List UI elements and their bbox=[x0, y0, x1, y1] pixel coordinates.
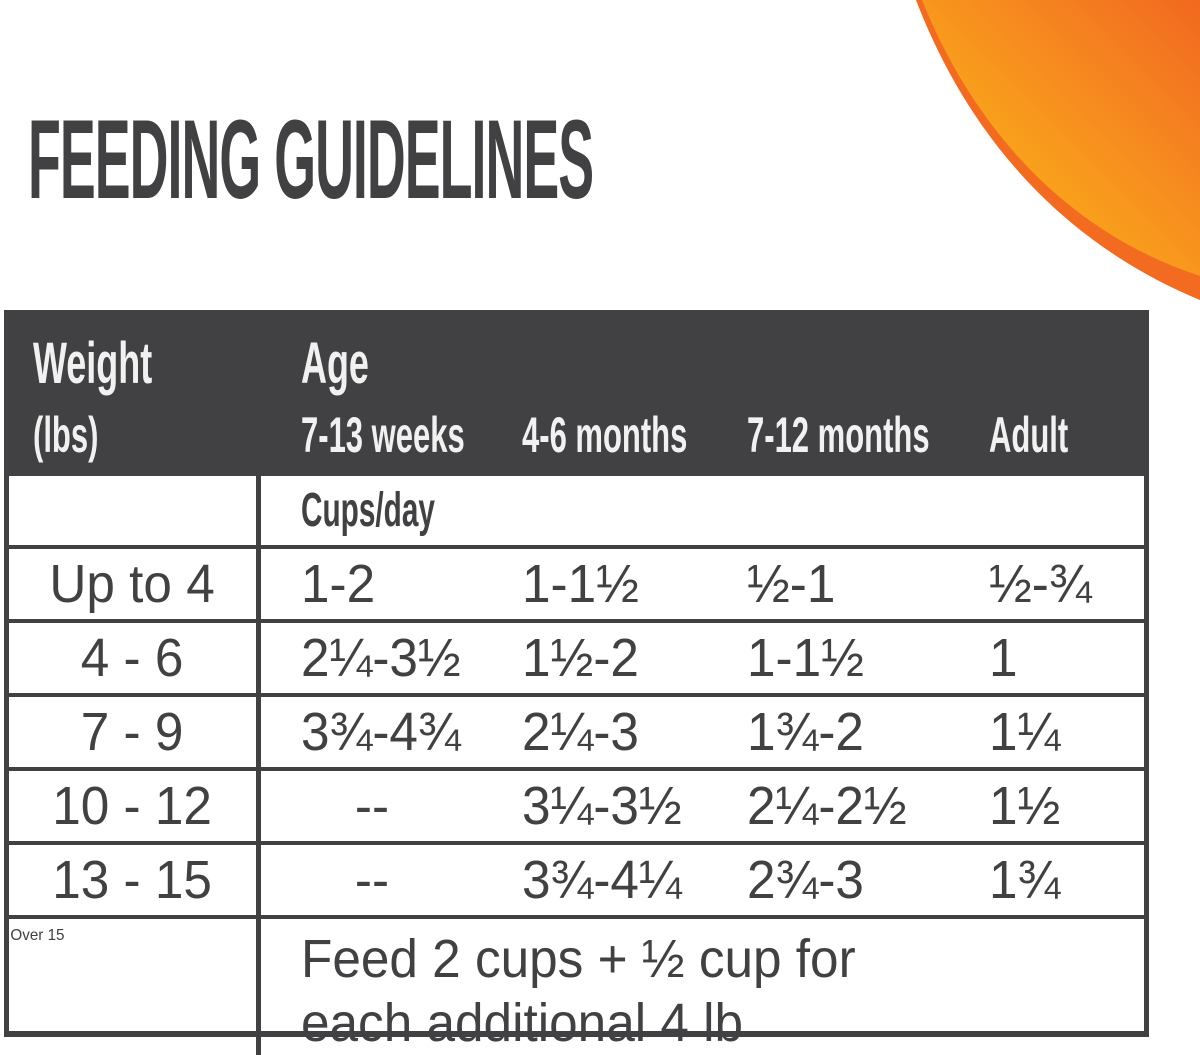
age-col-label: 4-6 months bbox=[522, 407, 688, 463]
table-row-over-15: Over 15 Feed 2 cups + ½ cup for each add… bbox=[9, 915, 1144, 1055]
weight-cell: 7 - 9 bbox=[9, 697, 261, 767]
cups-value: 3¾-4¼ bbox=[522, 850, 682, 910]
value-cell: 1½ bbox=[949, 771, 1144, 841]
table-row: 10 - 12 -- 3¼-3½ 2¼-2½ 1½ bbox=[9, 767, 1144, 841]
weight-cell: Up to 4 bbox=[9, 549, 261, 619]
weight-value: Up to 4 bbox=[49, 554, 216, 614]
age-header-cell: Age bbox=[261, 335, 482, 393]
value-cell: 3¼-3½ bbox=[482, 771, 707, 841]
cups-value: 1-1½ bbox=[747, 628, 864, 688]
feeding-note-line: each additional 4 lb bbox=[301, 993, 744, 1053]
table-row: 13 - 15 -- 3¾-4¼ 2¾-3 1¾ bbox=[9, 841, 1144, 915]
table-header: Weight Age (lbs) 7-13 weeks 4-6 months 7… bbox=[9, 310, 1144, 476]
page-title-text: FEEDING GUIDELINES bbox=[28, 97, 594, 222]
value-cell: 1¾-2 bbox=[707, 697, 949, 767]
age-header-label: Age bbox=[301, 331, 369, 396]
feeding-table: Weight Age (lbs) 7-13 weeks 4-6 months 7… bbox=[4, 310, 1149, 1055]
value-cell: 3¾-4¼ bbox=[482, 845, 707, 915]
cups-value: 3¼-3½ bbox=[522, 776, 682, 836]
value-cell: 2¾-3 bbox=[707, 845, 949, 915]
cups-value: 1¾ bbox=[989, 850, 1061, 910]
page-title: FEEDING GUIDELINES bbox=[28, 104, 1200, 216]
cups-value: 1¾-2 bbox=[747, 702, 864, 762]
value-cell: 1¼ bbox=[949, 697, 1144, 767]
weight-header-cell: Weight bbox=[9, 335, 261, 393]
feeding-note-cell: Feed 2 cups + ½ cup for each additional … bbox=[261, 919, 1144, 1055]
age-col-header-1: 4-6 months bbox=[482, 410, 707, 460]
table-row: 4 - 6 2¼-3½ 1½-2 1-1½ 1 bbox=[9, 619, 1144, 693]
age-col-label: 7-13 weeks bbox=[301, 407, 465, 463]
cups-value: 1-2 bbox=[301, 554, 376, 614]
value-cell: 1 bbox=[949, 623, 1144, 693]
cups-value: ½-¾ bbox=[989, 554, 1092, 614]
value-cell: ½-¾ bbox=[949, 549, 1144, 619]
cups-value: 1½ bbox=[989, 776, 1061, 836]
table-row: 7 - 9 3¾-4¾ 2¼-3 1¾-2 1¼ bbox=[9, 693, 1144, 767]
value-cell: -- bbox=[261, 845, 482, 915]
value-cell: 3¾-4¾ bbox=[261, 697, 482, 767]
age-col-header-0: 7-13 weeks bbox=[261, 410, 482, 460]
value-cell: 1-1½ bbox=[707, 623, 949, 693]
cups-value: -- bbox=[354, 850, 389, 910]
age-col-label: 7-12 months bbox=[747, 407, 930, 463]
value-cell: 1-1½ bbox=[482, 549, 707, 619]
value-cell: 1½-2 bbox=[482, 623, 707, 693]
units-row: Cups/day bbox=[9, 476, 1144, 545]
weight-cell: 13 - 15 bbox=[9, 845, 261, 915]
cups-value: 3¾-4¾ bbox=[301, 702, 461, 762]
cups-value: 2¾-3 bbox=[747, 850, 864, 910]
cups-value: -- bbox=[354, 776, 389, 836]
weight-value: 10 - 12 bbox=[52, 776, 213, 836]
value-cell: ½-1 bbox=[707, 549, 949, 619]
table-row: Up to 4 1-2 1-1½ ½-1 ½-¾ bbox=[9, 545, 1144, 619]
weight-cell: 10 - 12 bbox=[9, 771, 261, 841]
weight-value: 4 - 6 bbox=[81, 628, 184, 688]
swoosh-body bbox=[922, 0, 1200, 276]
corner-swoosh-icon bbox=[916, 0, 1200, 300]
value-cell: -- bbox=[261, 771, 482, 841]
cups-value: 1 bbox=[989, 628, 1018, 688]
feeding-note-line: Feed 2 cups + ½ cup for bbox=[301, 929, 856, 989]
weight-value: Over 15 bbox=[10, 927, 65, 944]
weight-cell: 4 - 6 bbox=[9, 623, 261, 693]
weight-header-label: Weight bbox=[33, 331, 153, 396]
weight-unit-label: (lbs) bbox=[33, 407, 99, 463]
cups-value: 2¼-2½ bbox=[747, 776, 907, 836]
cups-value: ½-1 bbox=[747, 554, 836, 614]
cups-value: 1½-2 bbox=[522, 628, 639, 688]
units-label: Cups/day bbox=[301, 484, 435, 537]
value-cell: 2¼-3½ bbox=[261, 623, 482, 693]
value-cell: 2¼-3 bbox=[482, 697, 707, 767]
age-col-header-3: Adult bbox=[949, 410, 1144, 460]
cups-value: 2¼-3½ bbox=[301, 628, 461, 688]
value-cell: 1-2 bbox=[261, 549, 482, 619]
weight-value: 13 - 15 bbox=[52, 850, 213, 910]
cups-value: 1-1½ bbox=[522, 554, 639, 614]
age-col-header-2: 7-12 months bbox=[707, 410, 949, 460]
cups-value: 1¼ bbox=[989, 702, 1061, 762]
value-cell: 1¾ bbox=[949, 845, 1144, 915]
units-cell: Cups/day bbox=[261, 476, 1144, 545]
weight-cell: Over 15 bbox=[9, 919, 261, 1055]
units-row-empty-cell bbox=[9, 476, 261, 545]
value-cell: 2¼-2½ bbox=[707, 771, 949, 841]
age-col-label: Adult bbox=[989, 407, 1069, 463]
weight-unit-cell: (lbs) bbox=[9, 410, 261, 460]
cups-value: 2¼-3 bbox=[522, 702, 639, 762]
weight-value: 7 - 9 bbox=[81, 702, 184, 762]
